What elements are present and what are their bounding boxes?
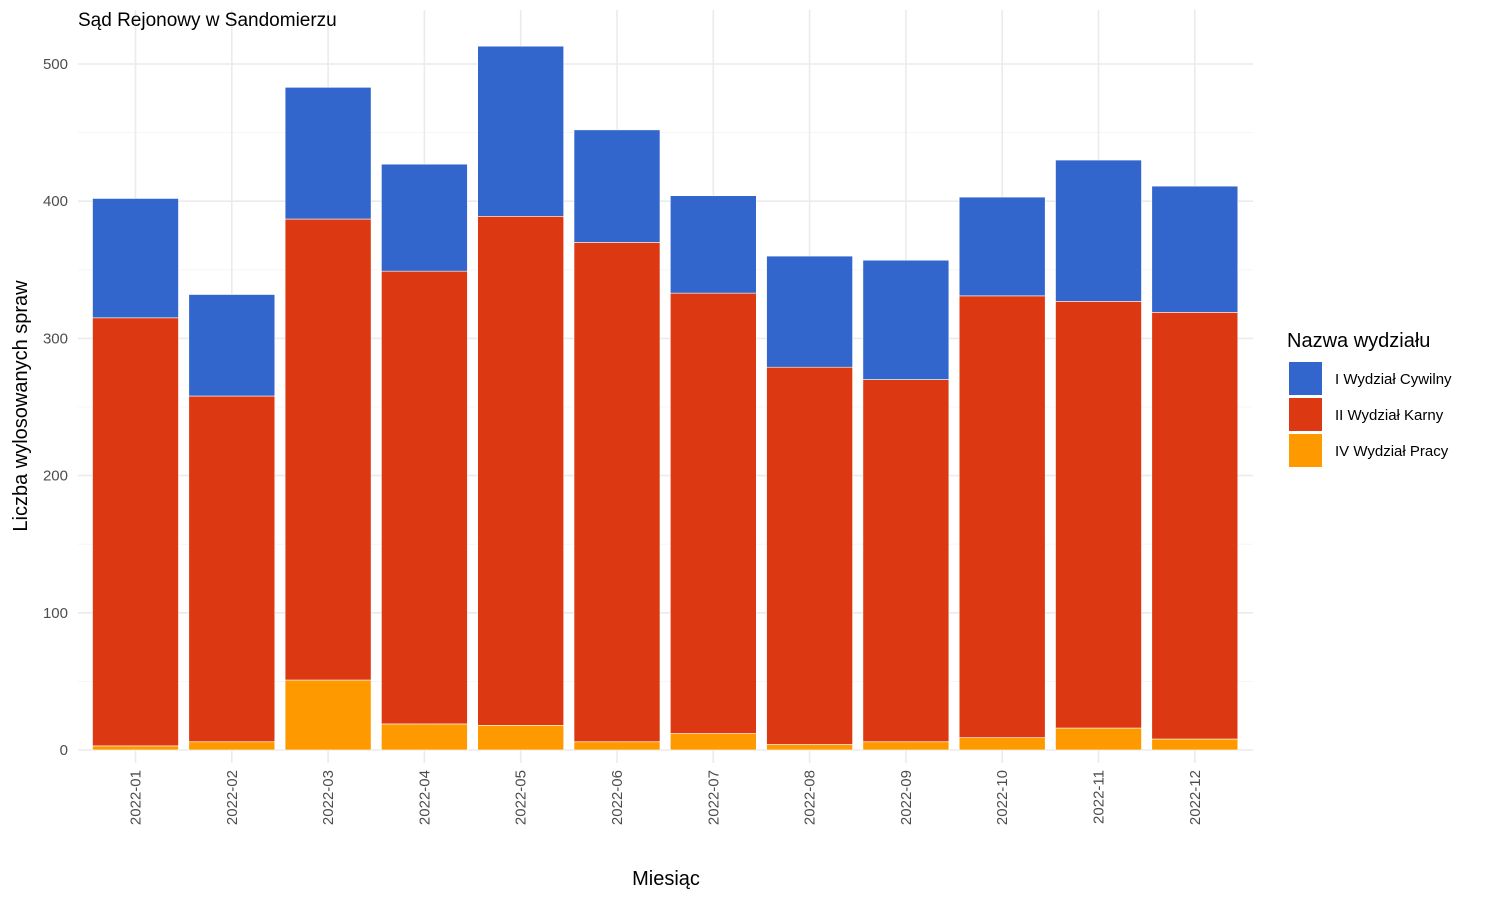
bar-segment: [669, 733, 757, 751]
legend-label: I Wydział Cywilny: [1335, 371, 1452, 388]
bar-segment: [1055, 727, 1142, 751]
y-tick-label: 400: [43, 193, 68, 210]
bar-segment: [92, 317, 179, 747]
bars: [92, 45, 1239, 751]
y-tick-label: 500: [43, 56, 68, 73]
x-tick-label: 2022-08: [802, 770, 819, 825]
bar-segment: [669, 292, 757, 734]
bar-segment: [381, 163, 468, 272]
bar-segment: [284, 218, 372, 681]
bar-segment: [1055, 159, 1142, 302]
bar-segment: [862, 259, 950, 380]
y-axis-title: Liczba wylosowanych spraw: [10, 280, 32, 532]
bar-segment: [1055, 301, 1142, 729]
x-tick-label: 2022-04: [416, 770, 433, 825]
chart-title: Sąd Rejonowy w Sandomierzu: [78, 10, 337, 31]
bar-segment: [669, 195, 757, 294]
bar-segment: [188, 294, 276, 397]
bar-segment: [477, 215, 565, 726]
bar-segment: [477, 45, 565, 217]
x-tick-label: 2022-02: [224, 770, 241, 825]
legend-label: II Wydział Karny: [1335, 407, 1444, 424]
bar-segment: [958, 196, 1046, 297]
bar-segment: [573, 741, 661, 751]
x-tick-label: 2022-07: [705, 770, 722, 825]
legend: Nazwa wydziału I Wydział Cywilny II Wydzi…: [1287, 330, 1452, 467]
bar-segment: [92, 745, 179, 751]
legend-swatch: [1289, 434, 1322, 467]
legend-swatch: [1289, 398, 1322, 431]
bar-segment: [862, 741, 950, 751]
x-axis-title: Miesiąc: [632, 868, 700, 890]
bar-segment: [284, 679, 372, 751]
bar-segment: [477, 725, 565, 751]
x-tick-label: 2022-05: [513, 770, 530, 825]
bar-segment: [381, 723, 468, 751]
x-axis-ticks: 2022-01 2022-02 2022-03 2022-04 2022-05 2022-…: [128, 770, 1204, 825]
bar-segment: [766, 255, 853, 368]
x-tick-label: 2022-06: [609, 770, 626, 825]
bar-segment: [188, 741, 276, 751]
bar-segment: [284, 87, 372, 220]
bar-segment: [573, 129, 661, 243]
x-tick-label: 2022-01: [128, 770, 145, 825]
y-axis-ticks: 0 100 200 300 400 500: [43, 56, 68, 759]
bar-segment: [862, 379, 950, 743]
x-tick-label: 2022-10: [994, 770, 1011, 825]
bar-segment: [766, 744, 853, 751]
bar-segment: [766, 366, 853, 745]
bar-segment: [188, 395, 276, 743]
x-tick-label: 2022-11: [1091, 770, 1108, 824]
bar-segment: [381, 270, 468, 725]
bar-segment: [92, 198, 179, 319]
x-tick-label: 2022-12: [1187, 770, 1204, 825]
bar-segment: [1151, 185, 1239, 313]
y-tick-label: 300: [43, 330, 68, 347]
x-tick-label: 2022-09: [898, 770, 915, 825]
y-tick-label: 100: [43, 605, 68, 622]
bar-segment: [1151, 312, 1239, 740]
bar-segment: [958, 295, 1046, 738]
y-tick-label: 0: [60, 742, 68, 759]
bar-segment: [1151, 738, 1239, 751]
x-tick-label: 2022-03: [320, 770, 337, 825]
legend-label: IV Wydział Pracy: [1335, 443, 1449, 460]
legend-swatch: [1289, 362, 1322, 395]
legend-title: Nazwa wydziału: [1287, 330, 1430, 352]
bar-segment: [573, 242, 661, 743]
bar-segment: [958, 737, 1046, 751]
y-tick-label: 200: [43, 468, 68, 485]
